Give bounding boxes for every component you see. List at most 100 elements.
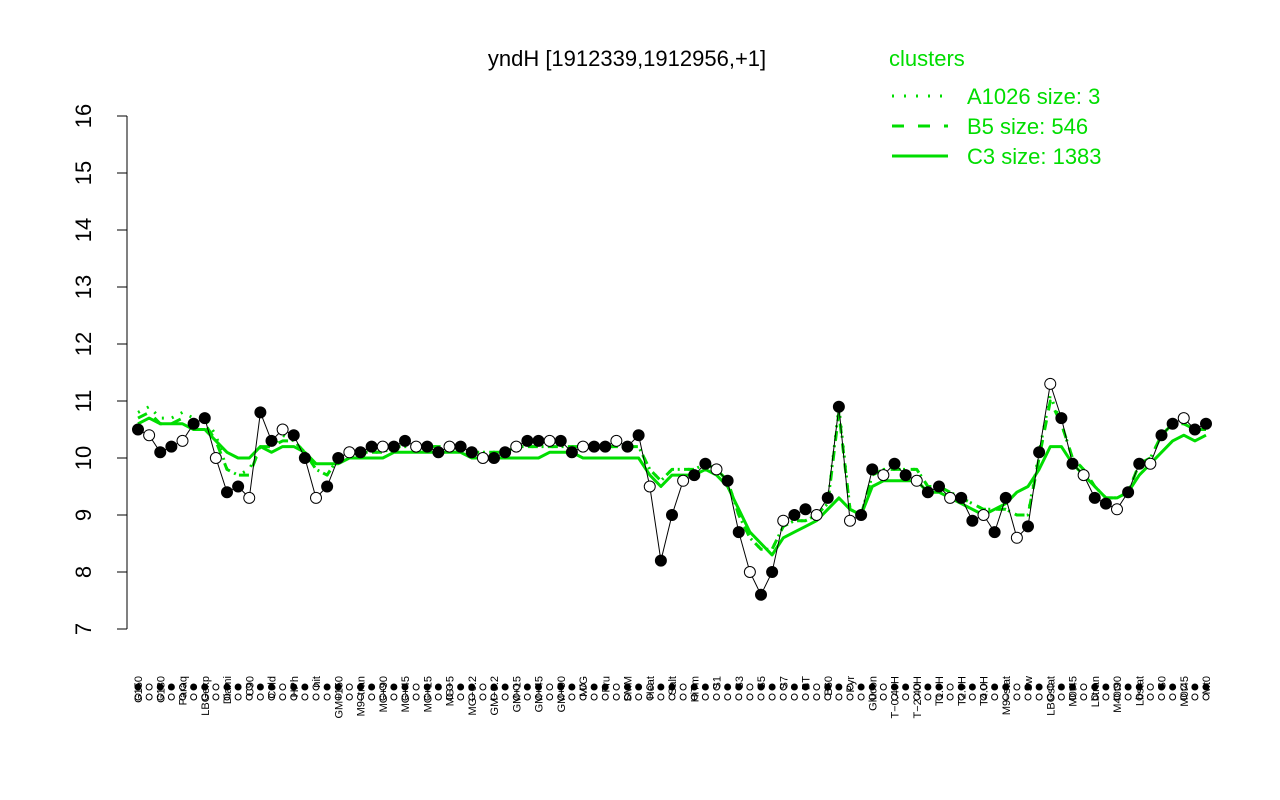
x-marker xyxy=(501,683,509,691)
x-marker xyxy=(557,683,565,691)
x-marker-open xyxy=(412,693,420,701)
data-point xyxy=(499,446,512,459)
x-marker-open xyxy=(512,693,520,701)
x-marker-open xyxy=(757,693,765,701)
data-point xyxy=(788,509,801,521)
data-point xyxy=(432,446,445,459)
x-marker xyxy=(713,683,720,691)
data-point xyxy=(421,440,434,453)
x-marker xyxy=(902,683,910,691)
data-point xyxy=(365,440,378,453)
x-marker xyxy=(679,683,687,691)
x-marker-open xyxy=(546,693,554,701)
x-marker-open xyxy=(868,693,876,701)
data-point xyxy=(988,526,1001,539)
data-point xyxy=(1099,497,1112,510)
data-point xyxy=(710,463,723,476)
x-marker-open xyxy=(190,693,198,701)
x-marker-open xyxy=(334,693,342,701)
data-point xyxy=(376,440,389,453)
data-point xyxy=(510,440,523,453)
x-marker xyxy=(223,683,231,691)
x-marker xyxy=(334,683,342,691)
x-marker-open xyxy=(635,693,643,701)
data-point xyxy=(287,429,300,442)
x-marker xyxy=(279,683,287,691)
data-point xyxy=(1010,531,1023,544)
x-marker-open xyxy=(902,693,910,701)
data-point xyxy=(143,429,156,442)
x-marker xyxy=(601,683,609,691)
x-marker xyxy=(879,683,887,691)
x-marker-open xyxy=(345,693,353,701)
x-tick-label: HiTm xyxy=(689,676,701,702)
x-marker xyxy=(891,683,898,691)
x-marker-open xyxy=(779,693,787,701)
data-point xyxy=(899,469,912,482)
x-marker xyxy=(245,683,253,691)
x-marker-open xyxy=(968,693,976,701)
x-marker-open xyxy=(490,693,498,701)
x-marker xyxy=(1080,683,1088,691)
x-marker-open xyxy=(167,693,175,701)
x-marker-open xyxy=(1046,693,1054,701)
x-tick-label: S7 xyxy=(778,676,790,689)
x-marker-open xyxy=(323,693,331,701)
data-point xyxy=(877,469,890,482)
data-point xyxy=(443,440,456,453)
x-marker xyxy=(857,683,865,691)
data-point xyxy=(1088,491,1101,504)
x-marker-open xyxy=(212,693,220,701)
x-marker-open xyxy=(446,693,453,701)
x-marker xyxy=(868,683,876,691)
x-tick-label: T−2.40H xyxy=(912,676,924,719)
data-point xyxy=(232,480,245,493)
data-point xyxy=(1144,457,1157,470)
x-marker xyxy=(256,683,264,691)
series-line-2 xyxy=(137,416,1207,557)
x-marker-open xyxy=(557,693,565,701)
x-marker-open xyxy=(535,693,542,701)
data-point xyxy=(165,440,178,453)
data-point xyxy=(933,480,945,493)
data-point xyxy=(999,491,1012,504)
x-marker-open xyxy=(590,693,598,701)
data-point xyxy=(276,423,289,436)
x-marker xyxy=(1069,683,1076,691)
data-line xyxy=(137,383,1207,596)
x-marker-open xyxy=(735,693,743,701)
x-tick-label: Lbtran xyxy=(1090,676,1102,707)
series-line-0 xyxy=(137,393,1206,551)
x-marker xyxy=(579,683,587,691)
data-point xyxy=(410,440,423,453)
x-marker xyxy=(824,683,832,691)
data-point xyxy=(532,434,545,447)
x-marker-open xyxy=(1180,693,1188,701)
x-marker xyxy=(790,683,798,691)
x-marker-open xyxy=(1202,693,1210,701)
data-point xyxy=(454,440,467,453)
y-tick-label: 10 xyxy=(71,446,96,470)
x-marker xyxy=(735,683,743,691)
x-marker xyxy=(668,683,676,691)
legend-label-c3: C3 size: 1383 xyxy=(967,144,1102,169)
data-point xyxy=(955,491,968,504)
x-marker xyxy=(190,683,198,691)
x-marker-open xyxy=(824,693,832,701)
data-point xyxy=(132,423,144,436)
x-marker-open xyxy=(256,693,264,701)
x-tick-label: S3 xyxy=(734,676,746,689)
x-marker-open xyxy=(156,693,164,701)
data-point xyxy=(310,491,322,504)
x-tick-label: GM−0.2 xyxy=(489,676,501,715)
y-tick-label: 9 xyxy=(71,509,96,521)
x-marker-open xyxy=(1091,693,1099,701)
data-point xyxy=(810,509,823,521)
data-point xyxy=(688,469,701,482)
x-marker-open xyxy=(1013,693,1021,701)
x-marker-open xyxy=(368,693,376,701)
x-tick-label: GM+45 xyxy=(534,676,546,712)
x-marker-open xyxy=(835,693,843,701)
x-marker xyxy=(701,683,709,691)
